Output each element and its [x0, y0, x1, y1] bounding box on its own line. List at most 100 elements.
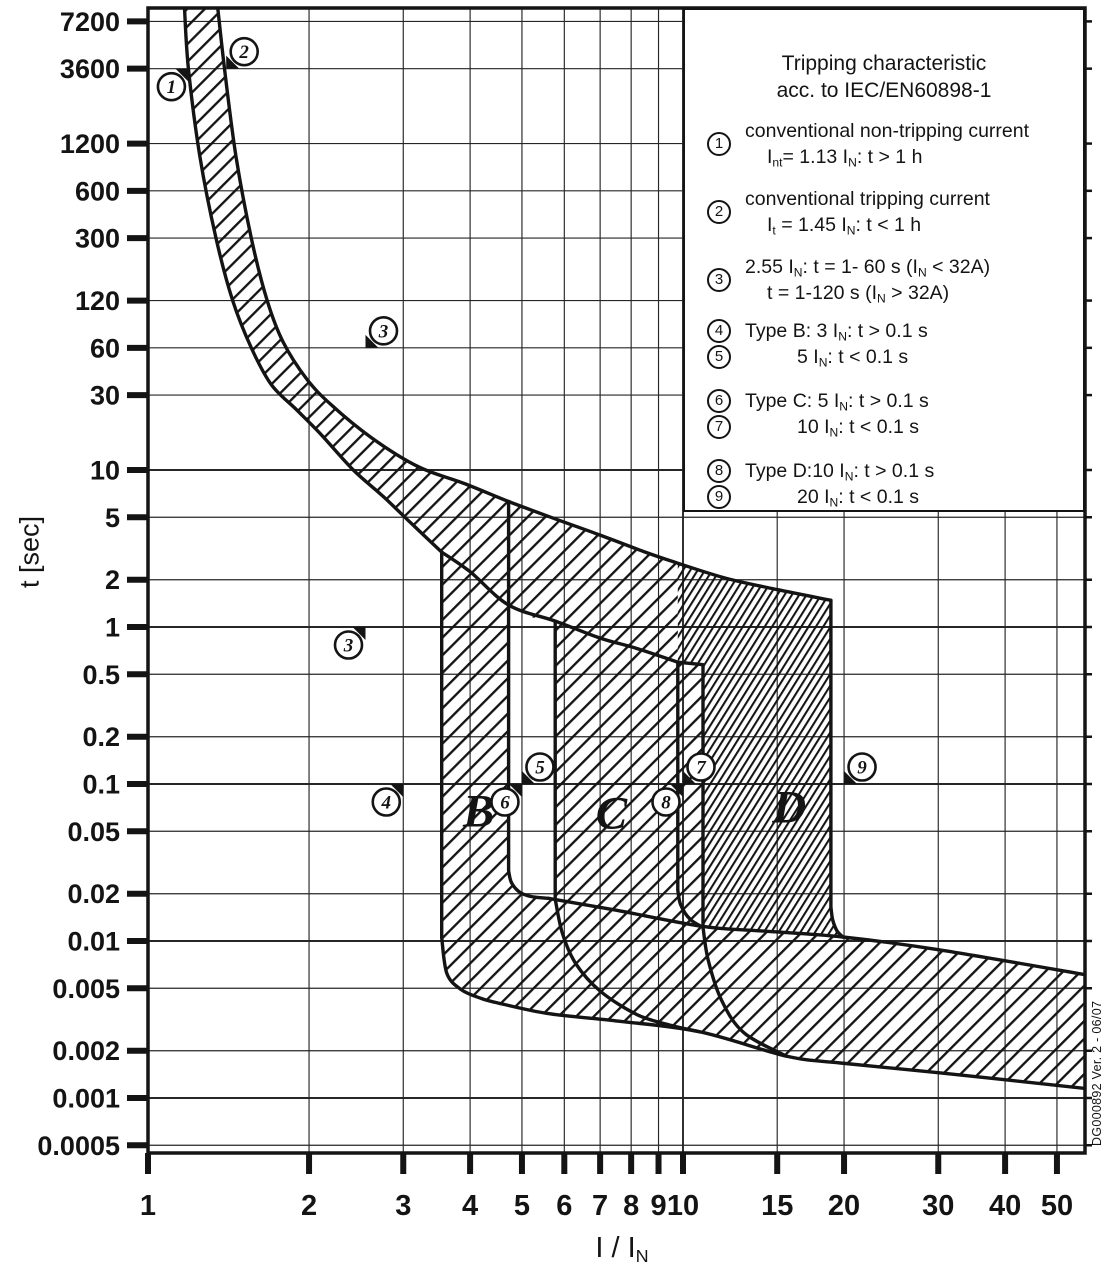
marker-flag-icon [390, 784, 404, 797]
legend-items: 1 conventional non-tripping current Int= 1… [685, 118, 1083, 510]
legend-item-number-8: 8 [707, 459, 731, 483]
y-tick-label: 1 [105, 613, 120, 643]
chart-marker-3: 3 [333, 627, 366, 660]
chart-marker-6: 6 [490, 784, 522, 817]
axis-ticks [127, 18, 1092, 1174]
x-tick-label: 15 [761, 1190, 793, 1222]
chart-marker-4: 4 [371, 784, 404, 817]
chart-marker-1: 1 [156, 68, 189, 102]
chart-marker-2: 2 [226, 36, 259, 69]
y-tick-label: 600 [75, 176, 120, 206]
strip-top [546, 896, 1085, 977]
curve-strokes [182, 8, 1085, 1091]
x-axis-title: I / IN [595, 1232, 649, 1267]
marker-circle [371, 787, 402, 817]
type-c-letter: C [596, 787, 628, 839]
marker-circle [368, 316, 399, 346]
marker-circle [525, 752, 555, 782]
x-tick-label: 2 [301, 1190, 317, 1222]
marker-circle [229, 36, 259, 67]
legend-item-number-4: 4 [707, 319, 731, 343]
d-right-edge [829, 598, 845, 939]
x-tick-label: 50 [1041, 1190, 1073, 1222]
legend-item-text-6: Type C: 5 IN: t > 0.1 s [745, 390, 929, 414]
x-tick-label: 5 [514, 1190, 530, 1222]
legend-item-text-7: 10 IN: t < 0.1 s [797, 416, 920, 440]
legend-item-text-3: 2.55 IN: t = 1- 60 s (IN < 32A) t = 1-120… [745, 256, 991, 306]
legend-item-text-1: conventional non-tripping current Int= 1.… [745, 120, 1030, 170]
y-tick-label: 0.5 [82, 660, 120, 690]
legend-item-4: 4 Type B: 3 IN: t > 0.1 s [707, 318, 1077, 344]
b-left-edge [440, 550, 502, 1006]
b-right-edge [506, 499, 550, 900]
legend-item-number-7: 7 [707, 415, 731, 439]
x-tick-label: 40 [989, 1190, 1021, 1222]
y-tick-label: 3600 [60, 54, 120, 84]
marker-number: 1 [167, 77, 177, 98]
y-tick-label: 60 [90, 333, 120, 363]
legend-item-text-4: Type B: 3 IN: t > 0.1 s [745, 320, 928, 344]
legend-box: Tripping characteristic acc. to IEC/EN60… [683, 8, 1085, 512]
y-tick-label: 10 [90, 456, 120, 486]
y-tick-label: 0.2 [82, 722, 120, 752]
marker-number: 2 [238, 42, 249, 63]
legend-item-number-3: 3 [707, 268, 731, 292]
legend-title-line1: Tripping characteristic [781, 52, 987, 75]
marker-flag-icon [683, 771, 696, 784]
chart-marker-7: 7 [683, 752, 716, 784]
marker-number: 9 [857, 758, 867, 779]
marker-flag-icon [226, 55, 240, 69]
marker-number: 5 [535, 758, 545, 779]
d-left-edge [676, 660, 788, 1058]
legend-item-7: 7 10 IN: t < 0.1 s [707, 414, 1077, 440]
marker-number: 3 [378, 321, 389, 342]
chart-marker-9: 9 [844, 752, 877, 784]
legend-item-number-2: 2 [707, 200, 731, 224]
legend-item-text-8: Type D:10 IN: t > 0.1 s [745, 460, 935, 484]
marker-circle [156, 71, 187, 102]
y-tick-label: 120 [75, 286, 120, 316]
legend-item-3: 3 2.55 IN: t = 1- 60 s (IN < 32A) t = 1-12… [707, 254, 1077, 306]
c-left-edge [553, 619, 701, 1034]
marker-flag-icon [175, 68, 189, 82]
x-tick-label: 3 [395, 1190, 411, 1222]
chart-marker-5: 5 [521, 752, 555, 784]
legend-item-8: 8 Type D:10 IN: t > 0.1 s [707, 458, 1077, 484]
x-tick-label: 8 [623, 1190, 639, 1222]
upper-tripping-curve [216, 8, 833, 602]
marker-circle [333, 630, 364, 660]
y-tick-label: 0.001 [52, 1084, 120, 1114]
y-tick-label: 0.02 [67, 879, 120, 909]
marker-flag-icon [844, 771, 858, 784]
y-tick-label: 30 [90, 381, 120, 411]
legend-item-text-2: conventional tripping current It = 1.45 I… [745, 188, 990, 238]
x-tick-label: 10 [667, 1190, 699, 1222]
chart-marker-8: 8 [651, 784, 683, 817]
marker-flag-icon [521, 771, 535, 784]
marker-circle [490, 787, 520, 817]
marker-flag-icon [670, 784, 683, 797]
y-tick-label: 0.1 [82, 770, 120, 800]
y-tick-label: 0.01 [67, 927, 120, 957]
x-tick-label: 9 [650, 1190, 666, 1222]
c-right-edge [676, 660, 705, 930]
y-tick-label: 0.002 [52, 1036, 120, 1066]
marker-circle [686, 752, 716, 782]
y-tick-label: 5 [105, 503, 120, 533]
strip-bottom [498, 1001, 1085, 1091]
x-tick-label: 4 [462, 1190, 478, 1222]
y-tick-label: 1200 [60, 129, 120, 159]
type-b-letter: B [462, 785, 494, 837]
marker-number: 6 [500, 793, 510, 814]
marker-flag-icon [352, 627, 366, 640]
y-tick-label: 7200 [60, 7, 120, 37]
legend-item-text-5: 5 IN: t < 0.1 s [797, 346, 909, 370]
chart-marker-3: 3 [365, 316, 399, 348]
marker-circle [847, 752, 877, 782]
legend-item-text-9: 20 IN: t < 0.1 s [797, 486, 920, 510]
watermark-text: DG000892 Ver. 2 - 06/07 [1090, 1000, 1104, 1146]
x-tick-label: 7 [592, 1190, 608, 1222]
marker-number: 3 [343, 636, 354, 657]
marker-flag-icon [365, 334, 379, 348]
